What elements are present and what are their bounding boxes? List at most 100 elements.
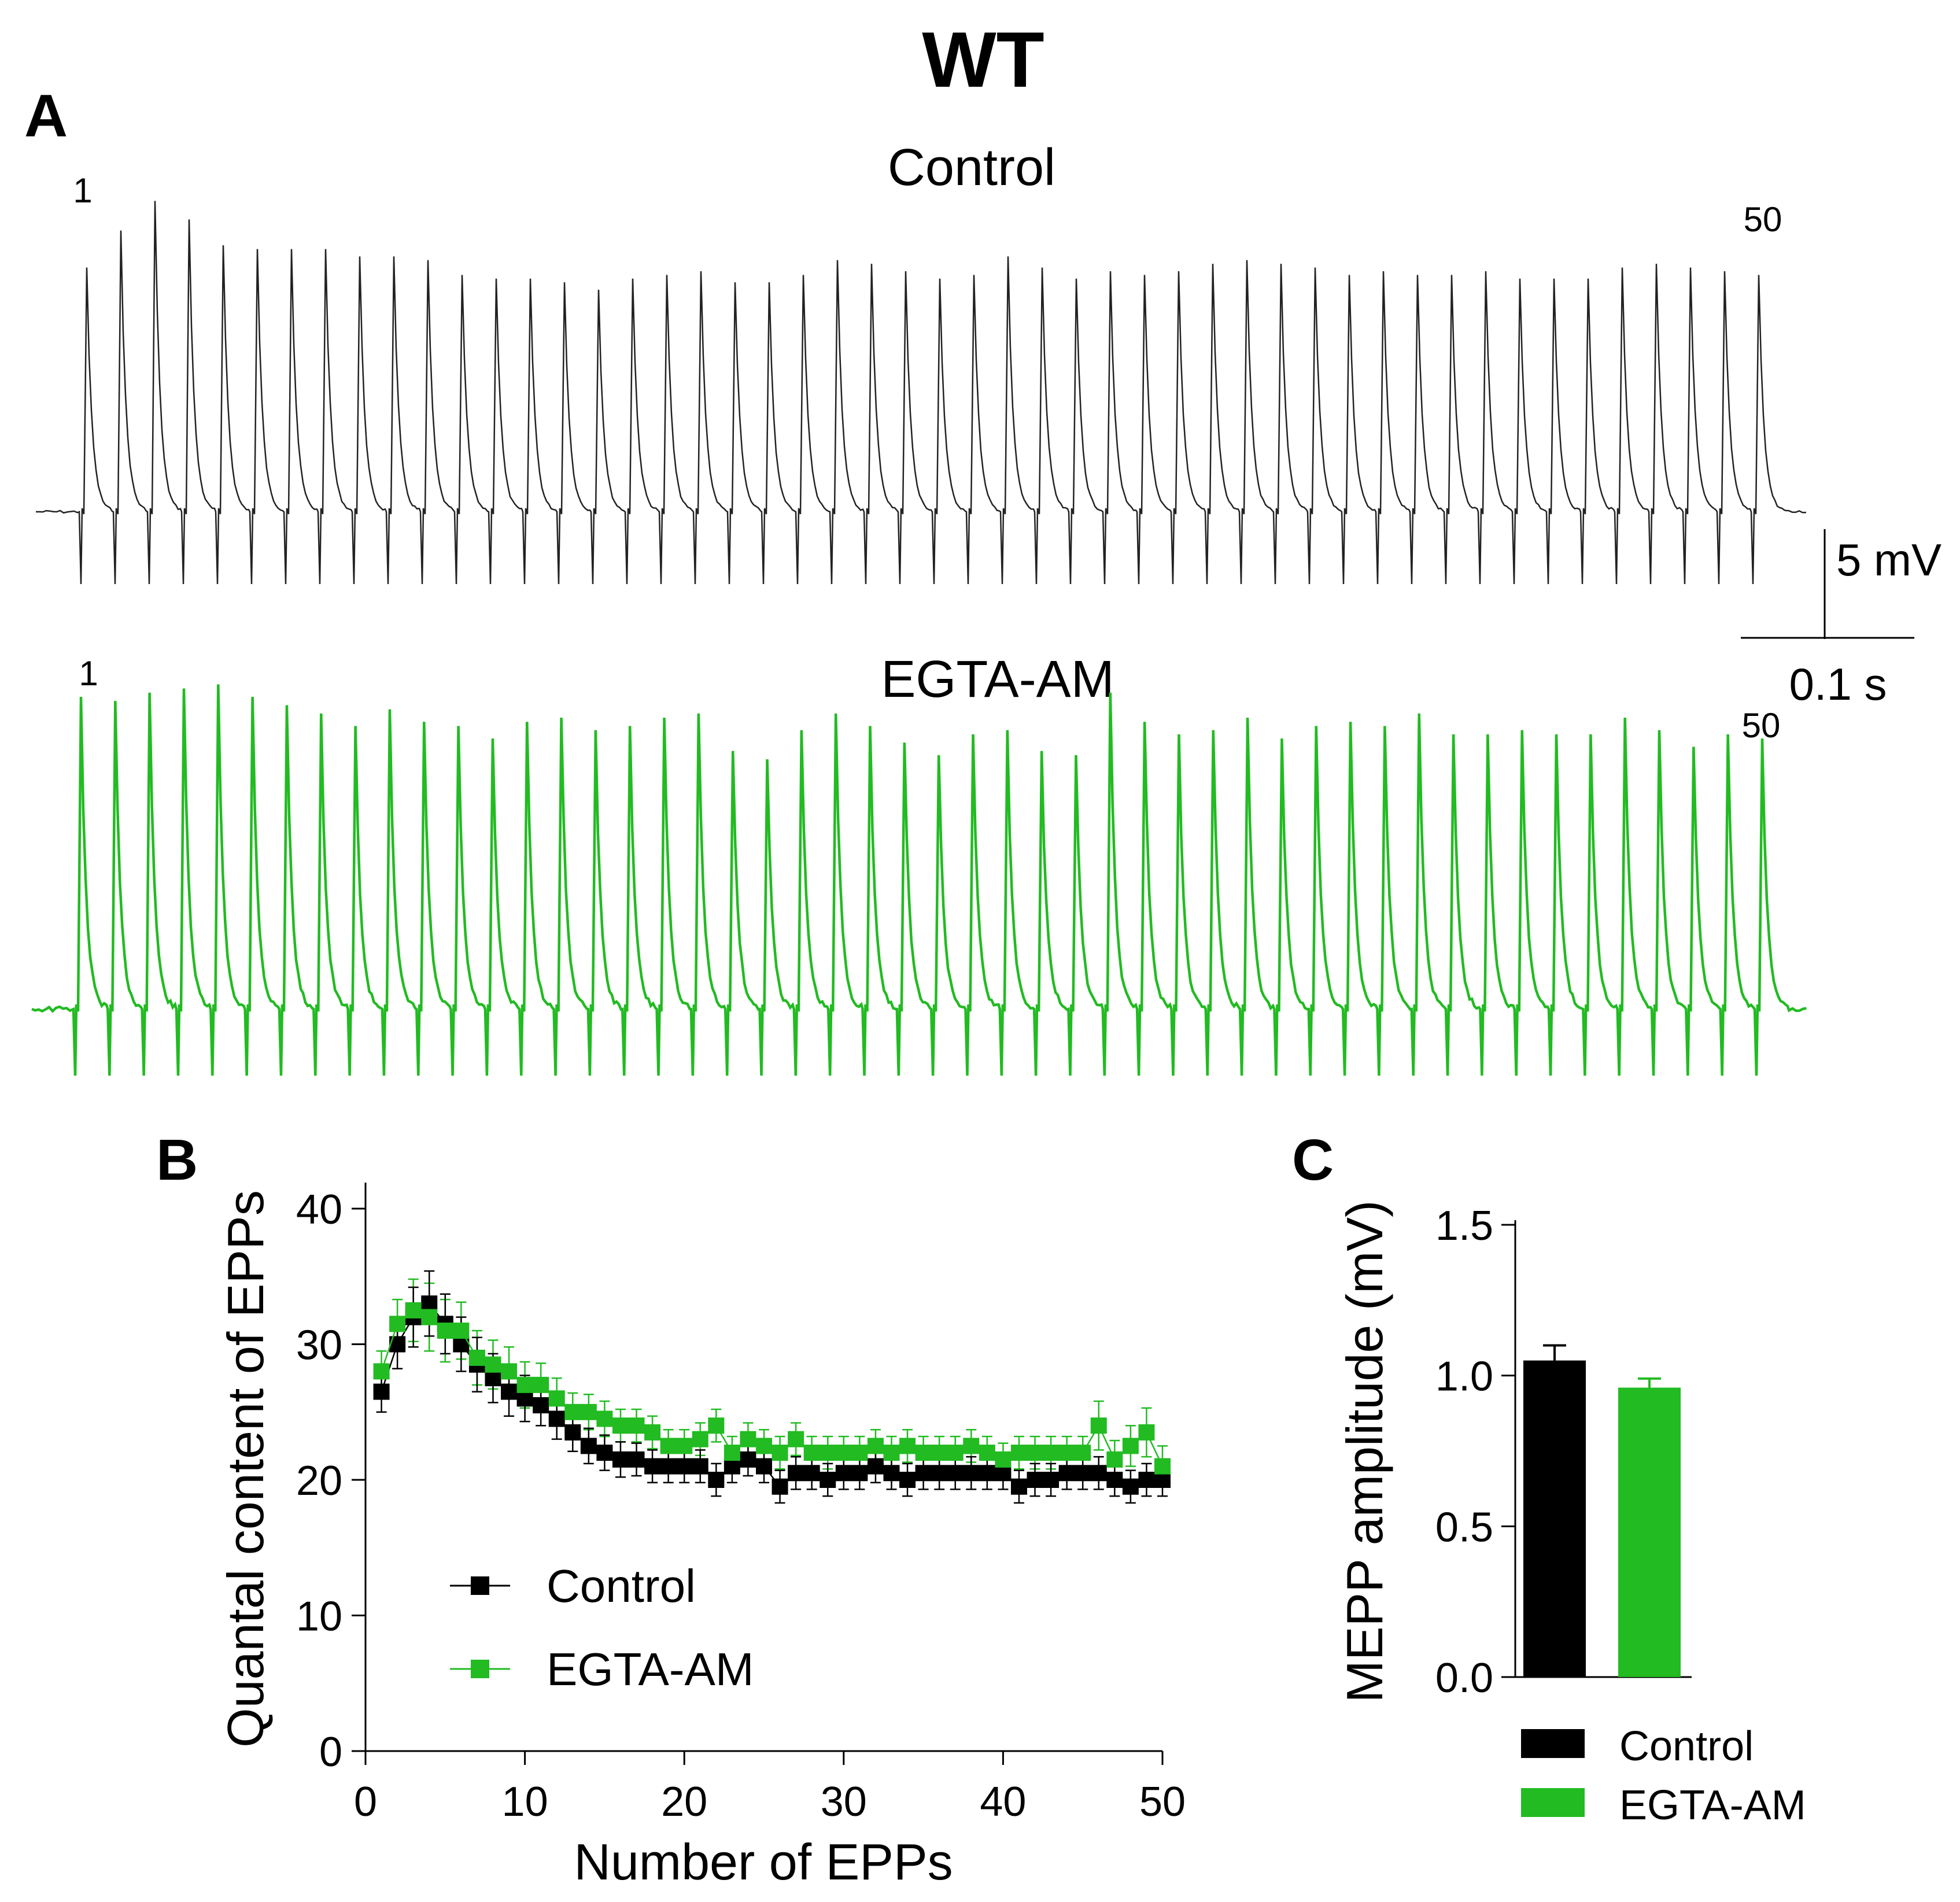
b-point-egta	[1027, 1445, 1043, 1461]
b-point-egta	[533, 1376, 549, 1393]
b-point-egta	[867, 1438, 884, 1454]
c-y-tick-label: 1.0	[1435, 1354, 1493, 1400]
b-x-tick-label: 50	[1139, 1779, 1186, 1825]
b-point-control	[628, 1451, 645, 1468]
b-point-control	[1058, 1465, 1075, 1482]
b-point-control	[612, 1451, 629, 1468]
b-x-tick-label: 10	[502, 1779, 548, 1825]
c-y-tick-label: 0.0	[1435, 1655, 1493, 1701]
c-legend-swatch-egta	[1521, 1788, 1585, 1817]
scale-bar: 5 mV 0.1 s	[1741, 529, 1941, 710]
b-point-control	[660, 1458, 677, 1475]
b-point-control	[963, 1465, 980, 1482]
b-point-egta	[501, 1363, 518, 1380]
b-point-egta	[724, 1445, 740, 1461]
b-point-control	[516, 1390, 533, 1407]
b-point-control	[772, 1478, 788, 1495]
b-point-egta	[963, 1438, 980, 1454]
b-x-axis-label: Number of EPPs	[574, 1833, 953, 1890]
b-point-egta	[389, 1316, 406, 1332]
b-point-egta	[628, 1417, 645, 1434]
b-point-egta	[899, 1438, 916, 1454]
panel-a-traces: Control 1 50 EGTA-AM 1 50 5 mV 0.1 s	[31, 139, 1941, 1076]
b-legend: Control EGTA-AM	[450, 1560, 754, 1695]
scale-bar-voltage-label: 5 mV	[1836, 534, 1941, 585]
b-y-tick-label: 20	[296, 1458, 342, 1504]
b-point-egta	[612, 1417, 629, 1434]
b-y-tick-label: 30	[296, 1323, 342, 1369]
b-legend-label-control: Control	[547, 1560, 696, 1612]
b-point-egta	[580, 1404, 597, 1420]
b-point-control	[883, 1465, 900, 1482]
c-bar-egta	[1618, 1387, 1681, 1677]
b-point-control	[915, 1465, 932, 1482]
b-point-egta	[835, 1445, 852, 1461]
b-point-egta	[421, 1309, 438, 1325]
panel-c-label: C	[1292, 1128, 1334, 1192]
b-point-control	[867, 1458, 884, 1475]
b-point-control	[788, 1465, 804, 1482]
c-legend-label-egta: EGTA-AM	[1619, 1782, 1806, 1829]
trace-egta-path	[31, 684, 1807, 1076]
b-y-axis-label: Quantal content of EPPs	[217, 1190, 274, 1748]
trace-control-last-label: 50	[1744, 200, 1782, 239]
b-y-tick-label: 0	[319, 1729, 342, 1775]
panel-c-chart: 0.0 0.5 1.0 1.5 MEPP amplitude (mV) Control…	[1336, 1201, 1806, 1829]
b-point-control	[1106, 1472, 1123, 1488]
b-point-egta	[803, 1445, 820, 1461]
b-point-egta	[468, 1349, 485, 1366]
c-y-axis-label: MEPP amplitude (mV)	[1336, 1201, 1393, 1703]
b-point-egta	[979, 1445, 995, 1461]
b-point-control	[1090, 1465, 1107, 1482]
b-point-egta	[692, 1431, 708, 1447]
b-point-egta	[708, 1417, 725, 1434]
b-x-tick-label: 0	[354, 1779, 377, 1825]
b-point-control	[724, 1458, 740, 1475]
figure-title: WT	[922, 16, 1044, 104]
b-point-control	[564, 1424, 581, 1441]
c-legend-item-control: Control	[1521, 1723, 1754, 1770]
panel-b-label: B	[156, 1128, 198, 1192]
b-point-egta	[772, 1445, 788, 1461]
b-point-control	[692, 1458, 708, 1475]
c-y-tick-label: 1.5	[1435, 1203, 1493, 1249]
b-point-control	[740, 1451, 756, 1468]
b-point-egta	[740, 1431, 756, 1447]
c-y-tick-label: 0.5	[1435, 1504, 1493, 1550]
b-point-control	[1010, 1478, 1027, 1495]
b-point-egta	[485, 1356, 501, 1373]
b-x-tick-label: 20	[661, 1779, 707, 1825]
b-point-control	[1075, 1465, 1091, 1482]
b-point-control	[421, 1295, 438, 1312]
b-point-egta	[915, 1445, 932, 1461]
b-y-tick-label: 10	[296, 1594, 342, 1640]
b-point-egta	[995, 1451, 1012, 1468]
b-point-egta	[1058, 1445, 1075, 1461]
b-point-egta	[1010, 1445, 1027, 1461]
b-point-egta	[548, 1390, 565, 1407]
c-legend: Control EGTA-AM	[1521, 1723, 1806, 1829]
b-x-tick-label: 40	[980, 1779, 1026, 1825]
b-point-egta	[1154, 1458, 1171, 1475]
b-point-control	[803, 1465, 820, 1482]
b-point-egta	[676, 1438, 693, 1454]
b-y-tick-label: 40	[296, 1187, 342, 1233]
b-point-egta	[947, 1445, 964, 1461]
b-point-control	[1043, 1472, 1060, 1488]
scale-bar-time-label: 0.1 s	[1789, 659, 1887, 710]
b-point-control	[501, 1383, 518, 1400]
b-point-control	[899, 1472, 916, 1488]
b-point-egta	[644, 1424, 661, 1441]
trace-egta-first-label: 1	[79, 654, 98, 693]
b-point-control	[947, 1465, 964, 1482]
b-point-control	[676, 1458, 693, 1475]
b-x-tick-label: 30	[821, 1779, 867, 1825]
b-point-egta	[437, 1323, 453, 1339]
b-point-control	[580, 1438, 597, 1454]
b-point-egta	[516, 1376, 533, 1393]
b-point-egta	[820, 1445, 836, 1461]
b-point-control	[979, 1465, 995, 1482]
b-point-control	[820, 1472, 836, 1488]
b-point-egta	[788, 1431, 804, 1447]
b-point-control	[995, 1465, 1012, 1482]
